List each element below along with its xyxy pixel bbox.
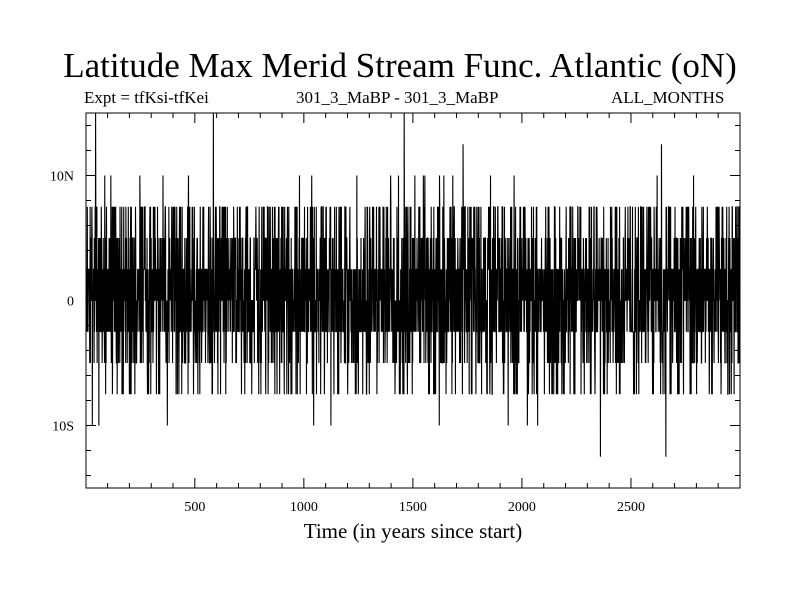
x-tick-label: 1500 bbox=[399, 500, 427, 515]
run-label: 301_3_MaBP - 301_3_MaBP bbox=[296, 88, 499, 107]
months-label: ALL_MONTHS bbox=[611, 88, 725, 107]
x-tick-label: 500 bbox=[184, 500, 205, 515]
experiment-label: Expt = tfKsi-tfKei bbox=[84, 88, 209, 107]
x-tick-label: 2000 bbox=[508, 500, 536, 515]
series-layer bbox=[85, 112, 741, 457]
x-axis-label: Time (in years since start) bbox=[303, 519, 523, 543]
plot-frame bbox=[85, 112, 741, 489]
series-line bbox=[85, 112, 741, 457]
y-tick-label: 10N bbox=[50, 170, 74, 185]
chart-title: Latitude Max Merid Stream Func. Atlantic… bbox=[63, 46, 737, 85]
x-tick-label: 2500 bbox=[617, 500, 645, 515]
x-tick-label: 1000 bbox=[290, 500, 318, 515]
y-tick-label: 0 bbox=[67, 295, 74, 310]
y-tick-label: 10S bbox=[52, 420, 74, 435]
axis-layer: 500 1000 1500 2000 2500 10S 0 10N bbox=[50, 113, 740, 515]
